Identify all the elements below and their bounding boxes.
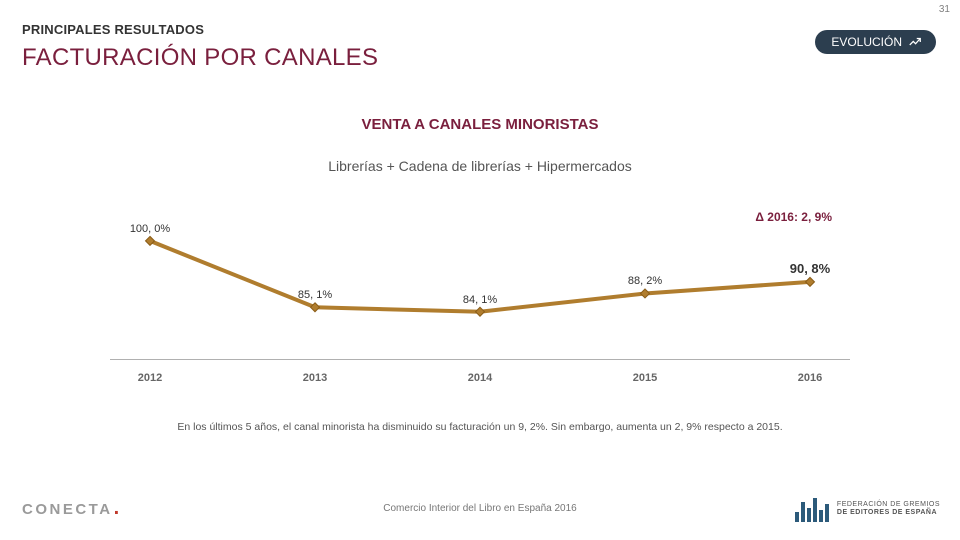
x-axis-label: 2015 <box>605 372 685 384</box>
data-point-label: 100, 0% <box>105 223 195 235</box>
section-subheading: Librerías + Cadena de librerías + Hiperm… <box>0 158 960 174</box>
page-title: FACTURACIÓN POR CANALES <box>22 44 378 72</box>
badge-label: EVOLUCIÓN <box>831 35 902 49</box>
x-axis-line <box>110 359 850 360</box>
data-point-label: 85, 1% <box>270 289 360 301</box>
chart-caption: En los últimos 5 años, el canal minorist… <box>0 420 960 435</box>
logo-right-text: FEDERACIÓN DE GREMIOS DE EDITORES DE ESP… <box>837 501 940 518</box>
section-heading: VENTA A CANALES MINORISTAS <box>0 116 960 133</box>
x-axis-label: 2014 <box>440 372 520 384</box>
line-chart: Δ 2016: 2, 9% 2012100, 0%201385, 1%20148… <box>110 210 850 390</box>
logo-right-line1: FEDERACIÓN DE GREMIOS <box>837 501 940 509</box>
logo-right: FEDERACIÓN DE GREMIOS DE EDITORES DE ESP… <box>795 496 940 522</box>
x-axis-label: 2016 <box>770 372 850 384</box>
logo-right-line2: DE EDITORES DE ESPAÑA <box>837 509 940 517</box>
data-point-label: 84, 1% <box>435 294 525 306</box>
logo-right-bars-icon <box>795 496 829 522</box>
logo-left-text: CONECTA <box>22 501 113 518</box>
page-number: 31 <box>939 4 950 15</box>
slide: 31 PRINCIPALES RESULTADOS FACTURACIÓN PO… <box>0 0 960 540</box>
x-axis-label: 2013 <box>275 372 355 384</box>
evolution-badge: EVOLUCIÓN <box>815 30 936 54</box>
data-point-label: 88, 2% <box>600 275 690 287</box>
overline-text: PRINCIPALES RESULTADOS <box>22 22 204 37</box>
logo-left: CONECTA. <box>22 501 122 518</box>
data-point-label: 90, 8% <box>765 261 855 276</box>
x-axis-label: 2012 <box>110 372 190 384</box>
chart-up-icon <box>908 35 922 49</box>
